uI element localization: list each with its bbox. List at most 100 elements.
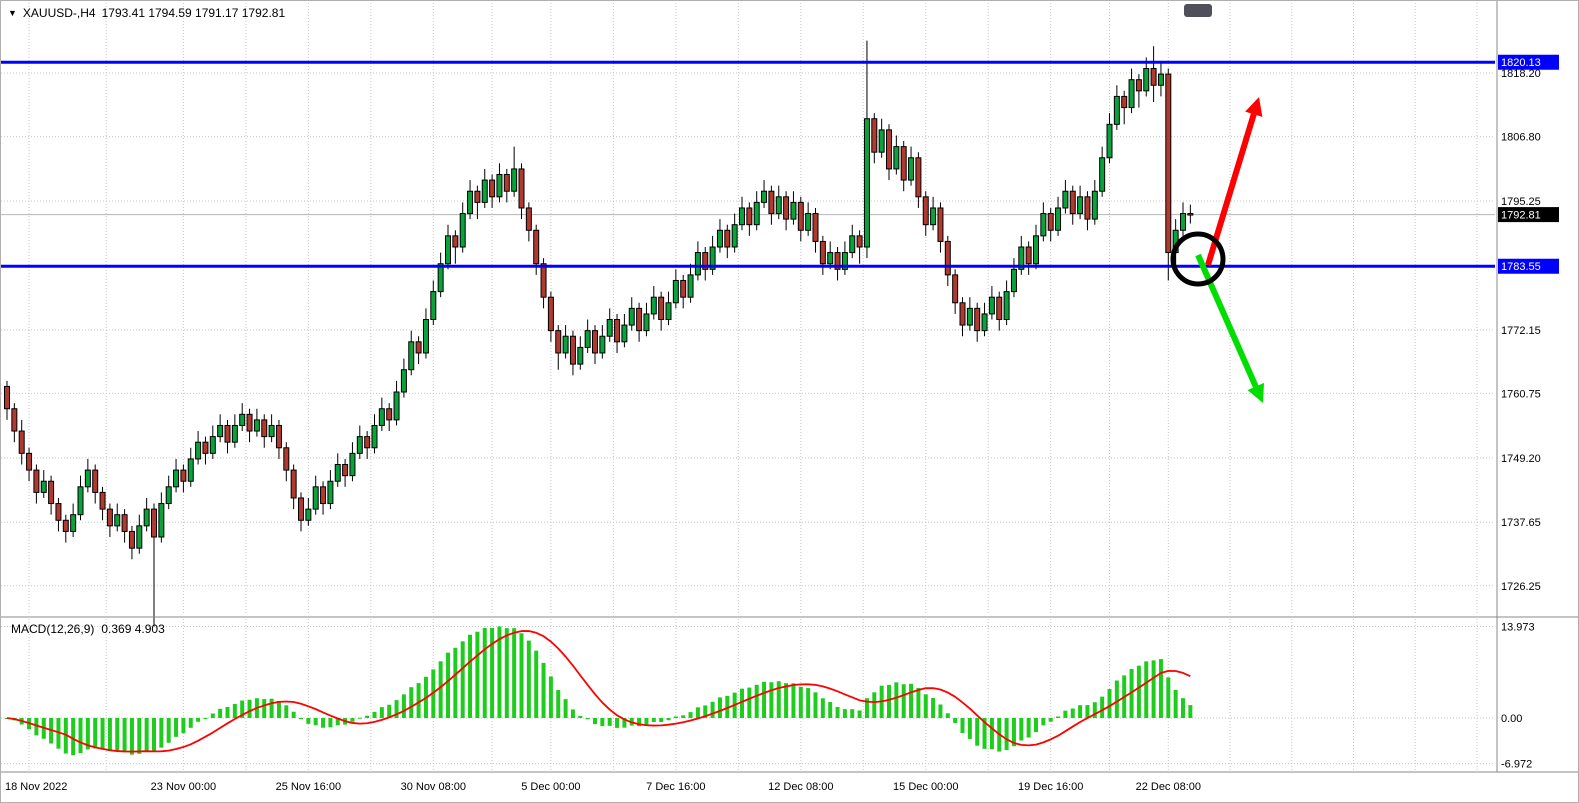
entry-circle[interactable] <box>1170 231 1226 287</box>
candle <box>988 286 995 320</box>
candle <box>18 419 25 465</box>
candle <box>592 325 598 365</box>
candle <box>863 40 870 259</box>
candle <box>614 313 621 353</box>
candle <box>555 325 562 370</box>
candle <box>834 247 841 281</box>
candle <box>121 509 128 543</box>
price-axis-label: 1783.55 <box>1498 258 1559 274</box>
candle <box>305 497 312 526</box>
candle <box>106 503 113 538</box>
candle <box>937 202 944 253</box>
candle <box>922 191 929 236</box>
candle <box>246 408 253 443</box>
candle <box>298 492 304 532</box>
candle <box>400 358 407 398</box>
candle <box>915 152 922 208</box>
candle <box>356 425 363 459</box>
candle <box>481 168 488 208</box>
candle <box>1040 202 1047 242</box>
candle <box>827 241 834 270</box>
candle <box>55 497 62 532</box>
svg-text:13.973: 13.973 <box>1501 621 1535 633</box>
price-axis-label: 1737.65 <box>1501 517 1541 529</box>
candle <box>1033 224 1039 270</box>
candle <box>445 224 451 270</box>
candle <box>797 196 804 242</box>
candle <box>672 269 679 309</box>
candle <box>408 330 415 376</box>
candle <box>70 503 77 538</box>
candle <box>209 425 216 459</box>
candle <box>577 336 584 370</box>
candle <box>709 235 716 275</box>
candle <box>253 408 260 437</box>
svg-text:0.00: 0.00 <box>1501 713 1522 725</box>
candle <box>320 481 327 515</box>
candle <box>1121 90 1128 125</box>
svg-text:1792.81: 1792.81 <box>1501 210 1541 222</box>
candle <box>77 475 84 521</box>
candle <box>812 207 819 253</box>
candle <box>275 419 282 459</box>
candle <box>886 124 892 181</box>
one-click-expand-icon[interactable]: ▼ <box>8 8 17 18</box>
candle <box>378 397 385 432</box>
candle <box>518 163 525 220</box>
candle <box>261 414 268 448</box>
candle <box>151 503 157 627</box>
svg-text:-6.972: -6.972 <box>1501 759 1532 771</box>
candle <box>606 308 613 342</box>
price-axis-label: 1820.13 <box>1498 54 1559 70</box>
price-axis-label: 1806.80 <box>1501 132 1541 144</box>
chart-scrollbar-thumb[interactable] <box>1184 4 1212 17</box>
candle <box>114 503 121 532</box>
candle <box>805 202 812 236</box>
svg-text:1820.13: 1820.13 <box>1501 57 1541 69</box>
price-axis-label: 1792.81 <box>1498 207 1559 223</box>
candle <box>1099 146 1106 197</box>
candle <box>364 431 371 459</box>
candle <box>239 403 246 432</box>
candle <box>1135 74 1142 108</box>
candle <box>687 263 694 303</box>
bearish-arrow[interactable] <box>1195 253 1265 403</box>
candle <box>930 196 937 231</box>
candle <box>621 313 628 348</box>
candle <box>173 458 180 493</box>
candle <box>1055 196 1062 236</box>
candle <box>1025 241 1032 275</box>
time-axis-label: 19 Dec 16:00 <box>1018 781 1083 793</box>
candle <box>1106 113 1113 164</box>
candle <box>790 191 797 225</box>
candle <box>1165 68 1172 281</box>
candle <box>92 464 99 504</box>
candle <box>1091 180 1098 225</box>
time-axis-label: 7 Dec 16:00 <box>646 781 705 793</box>
candle <box>753 191 760 231</box>
candle <box>702 247 709 281</box>
time-axis-label: 5 Dec 00:00 <box>521 781 580 793</box>
candle <box>217 414 224 443</box>
candle <box>908 146 915 186</box>
candle <box>966 297 973 331</box>
candle <box>136 514 143 554</box>
candle <box>658 291 665 331</box>
candle <box>349 442 356 482</box>
candle <box>268 414 275 443</box>
candle <box>643 302 650 337</box>
candle <box>467 180 474 220</box>
svg-text:1806.80: 1806.80 <box>1501 132 1541 144</box>
time-axis[interactable]: 18 Nov 2022 23 Nov 00:00 25 Nov 16:00 30 No… <box>5 781 1201 793</box>
candle <box>1077 185 1084 220</box>
time-axis-label: 30 Nov 08:00 <box>401 781 466 793</box>
candle <box>739 196 745 231</box>
candle <box>48 475 55 515</box>
candle <box>143 497 150 532</box>
svg-text:1795.25: 1795.25 <box>1501 196 1541 208</box>
price-axis-label: 1818.20 <box>1501 68 1541 80</box>
macd-signal-line <box>6 630 1191 753</box>
candle <box>871 113 878 164</box>
